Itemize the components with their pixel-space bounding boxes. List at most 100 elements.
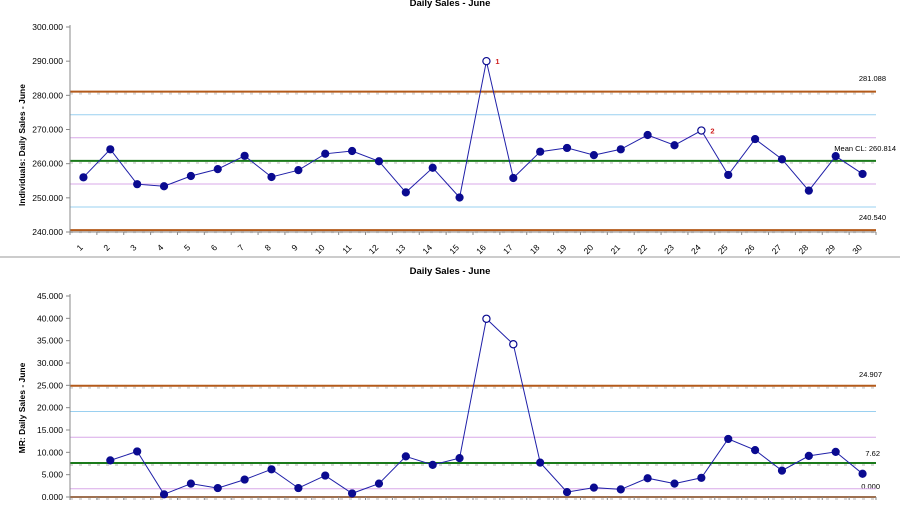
y-tick-label: 250.000 bbox=[32, 193, 63, 203]
data-point bbox=[133, 447, 142, 456]
data-point bbox=[401, 188, 410, 197]
data-point bbox=[509, 173, 518, 183]
data-point bbox=[106, 456, 115, 465]
data-point bbox=[724, 170, 733, 180]
data-point bbox=[240, 151, 249, 160]
series-line bbox=[83, 61, 863, 199]
data-point bbox=[240, 475, 249, 484]
data-point bbox=[804, 186, 813, 195]
out-of-control-point bbox=[482, 314, 491, 323]
data-point bbox=[536, 458, 545, 467]
data-point bbox=[428, 163, 437, 172]
mr-mean-cl-label: 7.62 bbox=[865, 449, 880, 458]
y-tick-label: 25.000 bbox=[37, 380, 63, 390]
data-point bbox=[616, 485, 625, 494]
data-point bbox=[643, 130, 652, 140]
x-tick-label: 6 bbox=[209, 242, 220, 253]
out-of-control-point bbox=[697, 126, 706, 135]
moving-range-chart-panel: Daily Sales - June MR: Daily Sales - Jun… bbox=[17, 266, 882, 502]
out-of-control-point bbox=[509, 340, 518, 349]
y-tick-label: 240.000 bbox=[32, 227, 63, 237]
data-point bbox=[589, 151, 599, 160]
data-point bbox=[213, 483, 222, 493]
rule-violation-label: 1 bbox=[495, 57, 499, 66]
data-point bbox=[348, 489, 357, 498]
data-point bbox=[159, 182, 169, 191]
data-point bbox=[750, 446, 760, 455]
data-point bbox=[374, 479, 384, 488]
data-point bbox=[589, 483, 599, 492]
data-point bbox=[697, 473, 706, 482]
mean-cl-label: Mean CL: 260.814 bbox=[834, 144, 896, 153]
data-point bbox=[133, 180, 142, 189]
individuals-chart-panel: Daily Sales - June Individuals: Daily Sa… bbox=[17, 0, 896, 256]
mr-ucl-label: 24.907 bbox=[859, 370, 882, 379]
data-point bbox=[294, 483, 303, 493]
lcl-label: 240.540 bbox=[859, 213, 886, 222]
data-point bbox=[536, 147, 545, 156]
data-point bbox=[858, 469, 867, 478]
y-tick-label: 0.000 bbox=[42, 492, 64, 502]
data-point bbox=[374, 157, 384, 166]
data-point bbox=[858, 169, 867, 179]
data-point bbox=[348, 146, 357, 156]
x-tick-label: 3 bbox=[128, 242, 139, 253]
data-point bbox=[79, 173, 88, 182]
data-point bbox=[616, 145, 625, 154]
data-point bbox=[186, 479, 195, 488]
individuals-chart-title: Daily Sales - June bbox=[410, 0, 491, 9]
data-point bbox=[750, 134, 760, 144]
data-point bbox=[670, 479, 679, 488]
y-tick-label: 35.000 bbox=[37, 336, 63, 346]
x-tick-label: 8 bbox=[262, 242, 273, 253]
y-tick-label: 300.000 bbox=[32, 22, 63, 32]
data-point bbox=[831, 447, 840, 456]
data-point bbox=[428, 460, 437, 469]
data-point bbox=[831, 152, 840, 161]
mr-lcl-label: 0.000 bbox=[861, 482, 880, 491]
y-tick-label: 45.000 bbox=[37, 291, 63, 301]
data-point bbox=[321, 149, 330, 158]
y-tick-label: 30.000 bbox=[37, 358, 63, 368]
y-tick-label: 40.000 bbox=[37, 313, 63, 323]
data-point bbox=[159, 490, 169, 499]
y-tick-label: 15.000 bbox=[37, 425, 63, 435]
x-tick-label: 4 bbox=[155, 242, 166, 253]
x-tick-label: 5 bbox=[182, 242, 193, 253]
x-tick-label: 7 bbox=[236, 242, 247, 253]
individuals-y-axis-label: Individuals: Daily Sales - June bbox=[17, 84, 27, 206]
data-point bbox=[321, 471, 330, 480]
data-point bbox=[724, 434, 733, 444]
ucl-label: 281.088 bbox=[859, 74, 886, 83]
data-point bbox=[455, 454, 464, 463]
data-point bbox=[267, 172, 276, 182]
x-tick-label: 1 bbox=[74, 242, 85, 253]
y-tick-label: 5.000 bbox=[42, 470, 64, 480]
data-point bbox=[267, 465, 276, 474]
data-point bbox=[294, 166, 303, 175]
y-tick-label: 280.000 bbox=[32, 90, 63, 100]
data-point bbox=[106, 145, 115, 154]
y-tick-label: 270.000 bbox=[32, 125, 63, 135]
data-point bbox=[670, 141, 679, 150]
data-point bbox=[213, 165, 222, 174]
data-point bbox=[777, 155, 787, 164]
data-point bbox=[777, 466, 787, 475]
mr-y-axis-label: MR: Daily Sales - June bbox=[17, 362, 27, 453]
y-tick-label: 10.000 bbox=[37, 447, 63, 457]
data-point bbox=[804, 451, 813, 461]
data-point bbox=[401, 452, 410, 461]
out-of-control-point bbox=[482, 56, 491, 66]
y-tick-label: 260.000 bbox=[32, 159, 63, 169]
rule-violation-label: 2 bbox=[710, 127, 714, 136]
mr-chart-title: Daily Sales - June bbox=[410, 266, 491, 277]
y-tick-label: 20.000 bbox=[37, 403, 63, 413]
data-point bbox=[562, 487, 572, 497]
y-tick-label: 290.000 bbox=[32, 56, 63, 66]
x-tick-label: 9 bbox=[289, 242, 300, 253]
data-point bbox=[186, 171, 195, 181]
x-tick-label: 2 bbox=[101, 242, 112, 253]
data-point bbox=[455, 193, 464, 202]
